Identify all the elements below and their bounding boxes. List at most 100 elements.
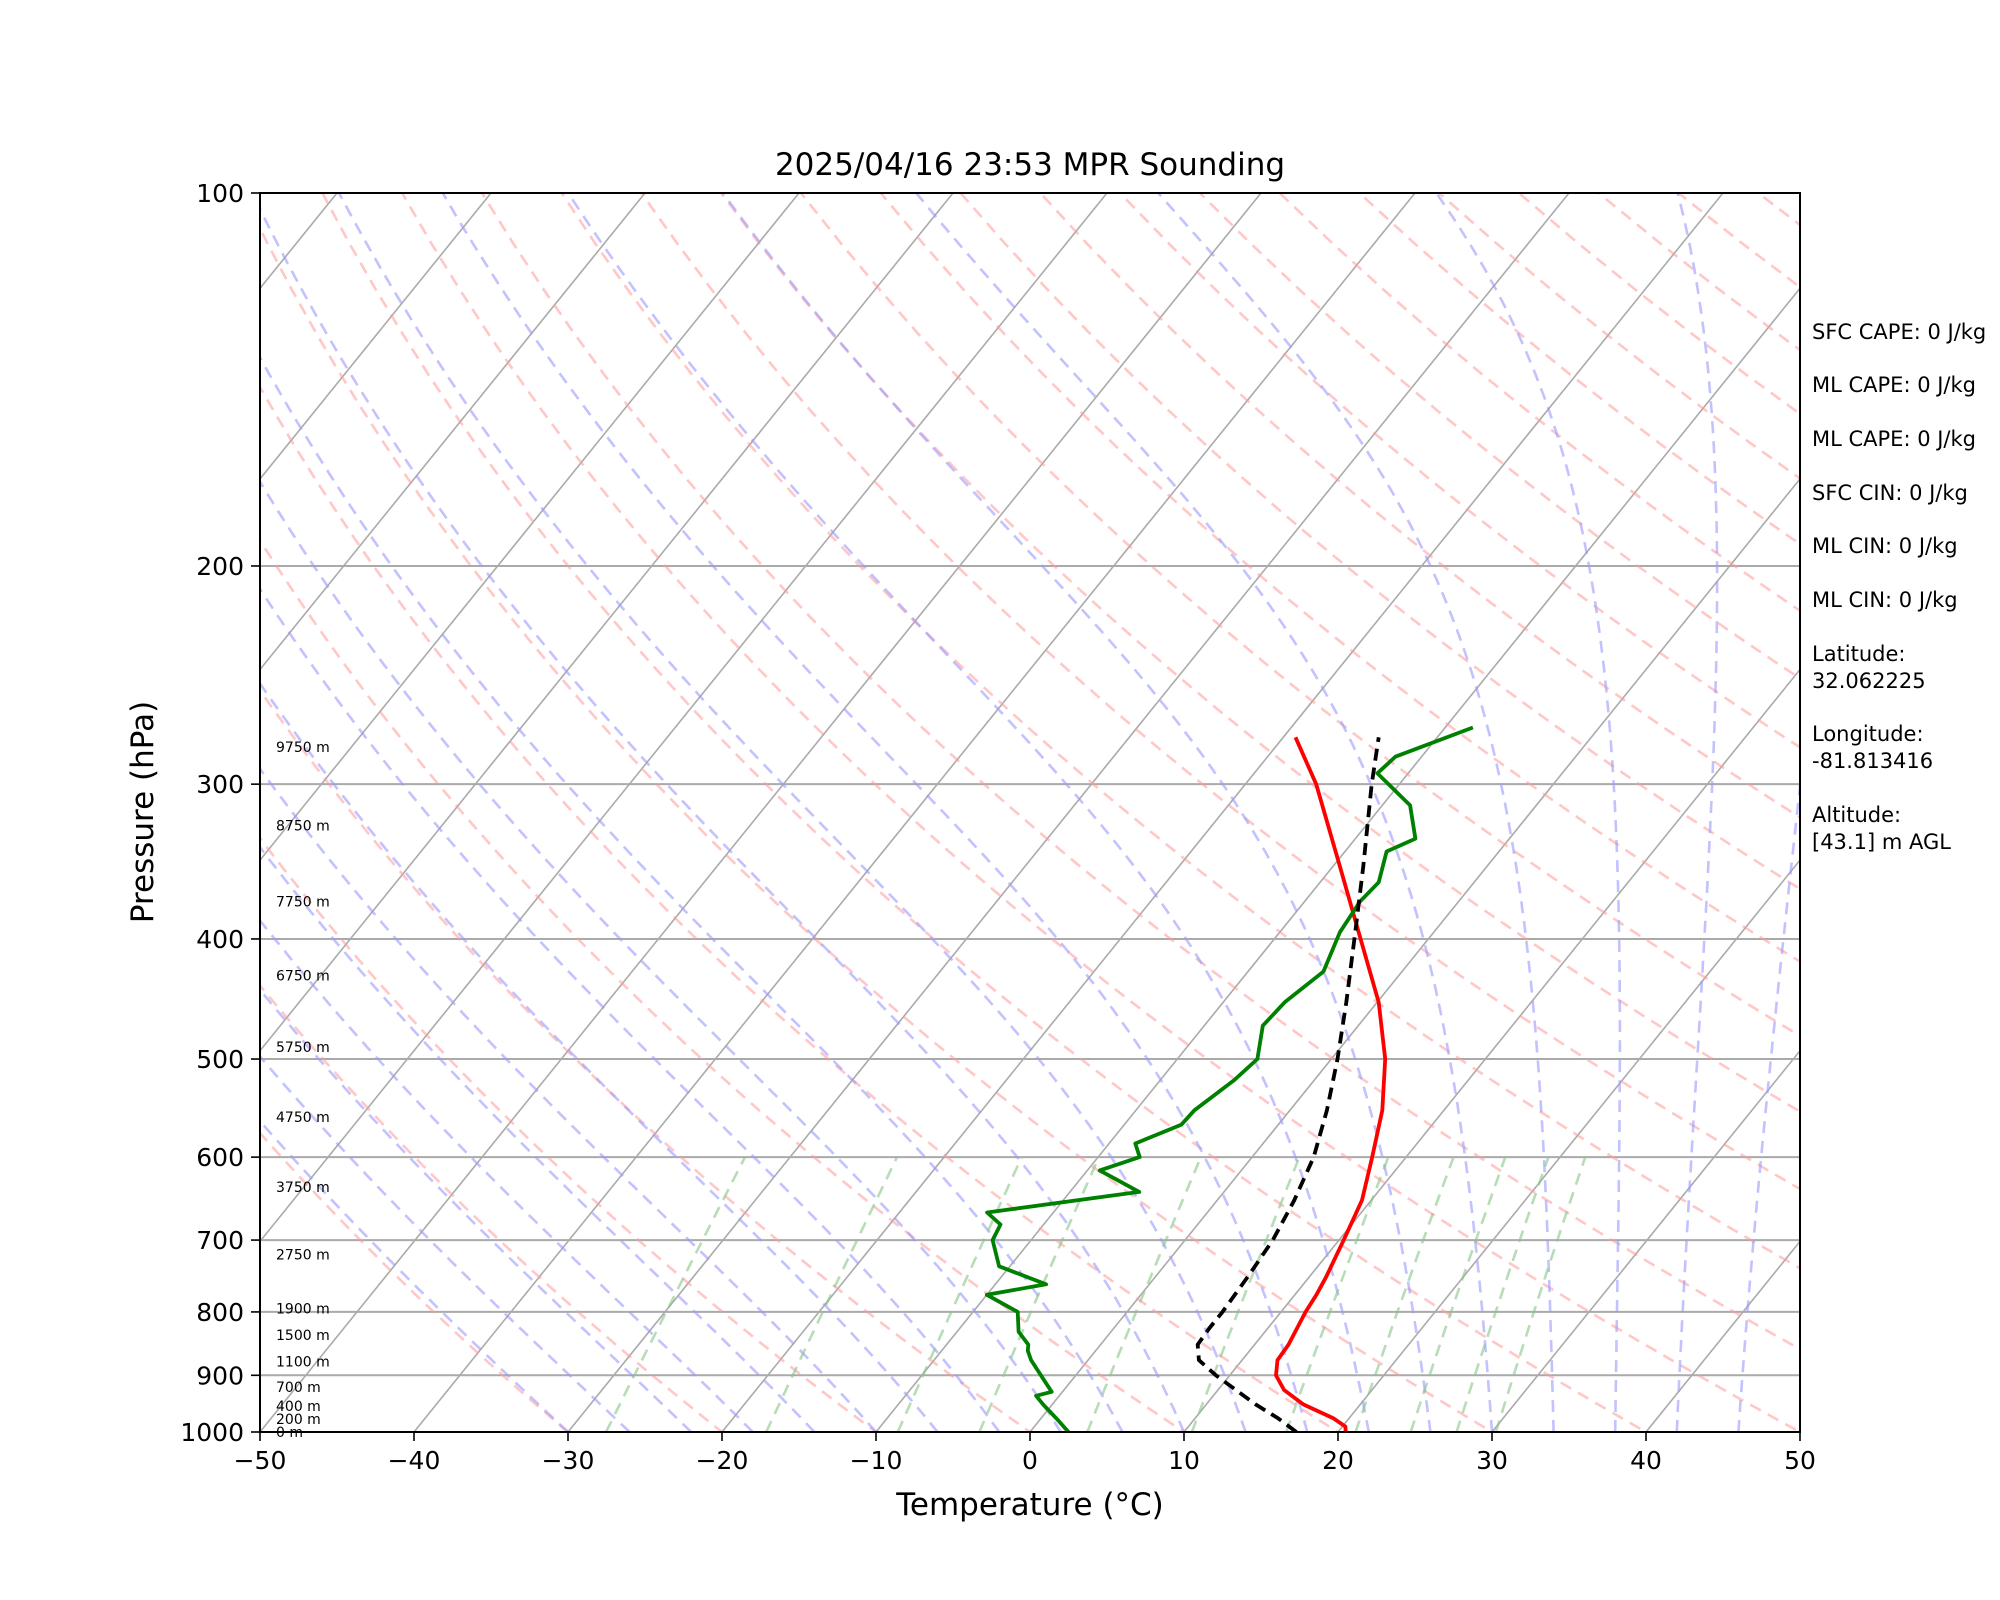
y-tick-label: 300 xyxy=(196,770,244,799)
isotherm-line xyxy=(1491,1049,1800,1432)
stat-text: Altitude: xyxy=(1812,803,1901,827)
y-tick-label: 900 xyxy=(196,1361,244,1390)
y-tick-label: 800 xyxy=(196,1298,244,1327)
isotherm-line xyxy=(1337,858,1800,1432)
sounding-profiles xyxy=(984,725,1474,1432)
stat-text: SFC CAPE: 0 J/kg xyxy=(1812,320,1986,344)
dry-adiabat-line xyxy=(260,983,725,1432)
x-tick-label: 50 xyxy=(1784,1446,1816,1475)
stat-text: ML CAPE: 0 J/kg xyxy=(1812,373,1976,397)
isotherm-line xyxy=(875,287,1800,1432)
stat-text: [43.1] m AGL xyxy=(1812,830,1951,854)
moist-adiabat-line xyxy=(260,918,754,1432)
moist-adiabat-line xyxy=(260,354,1124,1432)
mixing-ratio-line xyxy=(1190,1156,1301,1432)
moist-adiabat-line xyxy=(260,479,1062,1432)
stat-text: ML CIN: 0 J/kg xyxy=(1812,534,1958,558)
dry-adiabat-line xyxy=(260,688,1033,1432)
temperature-profile-line xyxy=(1274,736,1388,1432)
isotherm-line xyxy=(260,193,646,671)
x-tick-label: 30 xyxy=(1476,1446,1508,1475)
height-label: 400 m xyxy=(276,1399,321,1415)
stat-text: SFC CIN: 0 J/kg xyxy=(1812,481,1968,505)
dry-adiabat-line xyxy=(480,193,1800,1351)
x-tick-label: −10 xyxy=(850,1446,903,1475)
height-label: 200 m xyxy=(276,1412,321,1428)
mixing-ratio-line xyxy=(604,1156,747,1432)
isotherm-line xyxy=(721,193,1724,1432)
mixing-ratio-line xyxy=(765,1156,899,1432)
dry-adiabat-line xyxy=(959,193,1800,891)
moist-adiabat-line xyxy=(260,586,1001,1432)
height-label: 8750 m xyxy=(276,819,330,835)
moist-adiabat-line xyxy=(721,193,1432,1432)
dry-adiabat-line xyxy=(400,193,1800,1432)
isotherm-line xyxy=(260,193,492,481)
background-lines xyxy=(260,193,1800,1432)
height-label: 0 m xyxy=(276,1425,303,1441)
dry-adiabat-line xyxy=(321,193,1649,1432)
height-label: 2750 m xyxy=(276,1248,330,1264)
height-label: 9750 m xyxy=(276,740,330,756)
dry-adiabat-line xyxy=(260,538,1187,1432)
mixing-ratio-line xyxy=(1285,1156,1390,1432)
moist-adiabat-line xyxy=(260,987,693,1432)
mixing-ratio-line xyxy=(1455,1156,1550,1432)
moist-adiabat-line xyxy=(1435,193,1622,1432)
isotherm-line xyxy=(1029,477,1800,1432)
isotherm-line xyxy=(260,193,1262,1432)
stat-text: Longitude: xyxy=(1812,722,1924,746)
dry-adiabat-line xyxy=(560,193,1800,1270)
stat-text: -81.813416 xyxy=(1812,749,1933,773)
y-tick-label: 500 xyxy=(196,1045,244,1074)
mixing-ratio-line xyxy=(978,1156,1101,1432)
stat-text: Latitude: xyxy=(1812,642,1906,666)
x-tick-label: −20 xyxy=(696,1446,749,1475)
stat-text: ML CAPE: 0 J/kg xyxy=(1812,427,1976,451)
y-tick-label: 200 xyxy=(196,552,244,581)
y-axis-ticks: 100 200 300 400 500 600 700 800 900 1000 xyxy=(180,179,260,1447)
x-tick-label: 10 xyxy=(1168,1446,1200,1475)
height-label: 700 m xyxy=(276,1380,321,1396)
x-tick-label: 40 xyxy=(1630,1446,1662,1475)
y-tick-label: 100 xyxy=(196,179,244,208)
moist-adiabat-line xyxy=(260,1054,631,1432)
moist-adiabat-line xyxy=(260,845,816,1432)
dry-adiabat-line xyxy=(640,193,1800,1191)
chart-title: 2025/04/16 23:53 MPR Sounding xyxy=(775,147,1285,183)
height-label: 6750 m xyxy=(276,968,330,984)
mixing-ratio-line xyxy=(1086,1156,1202,1432)
moist-adiabat-line xyxy=(337,193,1247,1432)
mixing-ratio-line xyxy=(1494,1156,1587,1432)
x-axis-ticks: −50 −40 −30 −20 −10 0 10 20 30 40 50 xyxy=(234,1432,1816,1475)
height-label: 1500 m xyxy=(276,1328,330,1344)
moist-adiabat-line xyxy=(260,1119,569,1432)
height-label: 1100 m xyxy=(276,1354,330,1370)
height-label: 4750 m xyxy=(276,1110,330,1126)
y-axis-label: Pressure (hPa) xyxy=(125,701,161,923)
isotherm-line xyxy=(260,193,800,862)
x-tick-label: −30 xyxy=(542,1446,595,1475)
x-tick-label: 0 xyxy=(1022,1446,1038,1475)
mixing-ratio-line xyxy=(896,1156,1023,1432)
sounding-stats: SFC CAPE: 0 J/kg ML CAPE: 0 J/kg ML CAPE: … xyxy=(1812,320,1986,854)
isotherm-line xyxy=(260,193,954,1053)
x-tick-label: 20 xyxy=(1322,1446,1354,1475)
y-tick-label: 1000 xyxy=(180,1418,244,1447)
dry-adiabat-line xyxy=(1119,193,1800,749)
y-tick-label: 400 xyxy=(196,925,244,954)
moist-adiabat-line xyxy=(1157,193,1555,1432)
dewpoint-profile-line xyxy=(984,725,1474,1432)
moist-adiabat-line xyxy=(567,193,1371,1432)
height-label: 3750 m xyxy=(276,1180,330,1196)
dry-adiabat-line xyxy=(260,225,1495,1432)
moist-adiabat-line xyxy=(441,193,1309,1432)
x-tick-label: −50 xyxy=(234,1446,287,1475)
parcel-profile-line xyxy=(1195,737,1381,1432)
height-label: 7750 m xyxy=(276,894,330,910)
moist-adiabat-line xyxy=(260,206,1186,1432)
moist-adiabat-line xyxy=(1737,775,1800,1432)
y-tick-label: 600 xyxy=(196,1143,244,1172)
